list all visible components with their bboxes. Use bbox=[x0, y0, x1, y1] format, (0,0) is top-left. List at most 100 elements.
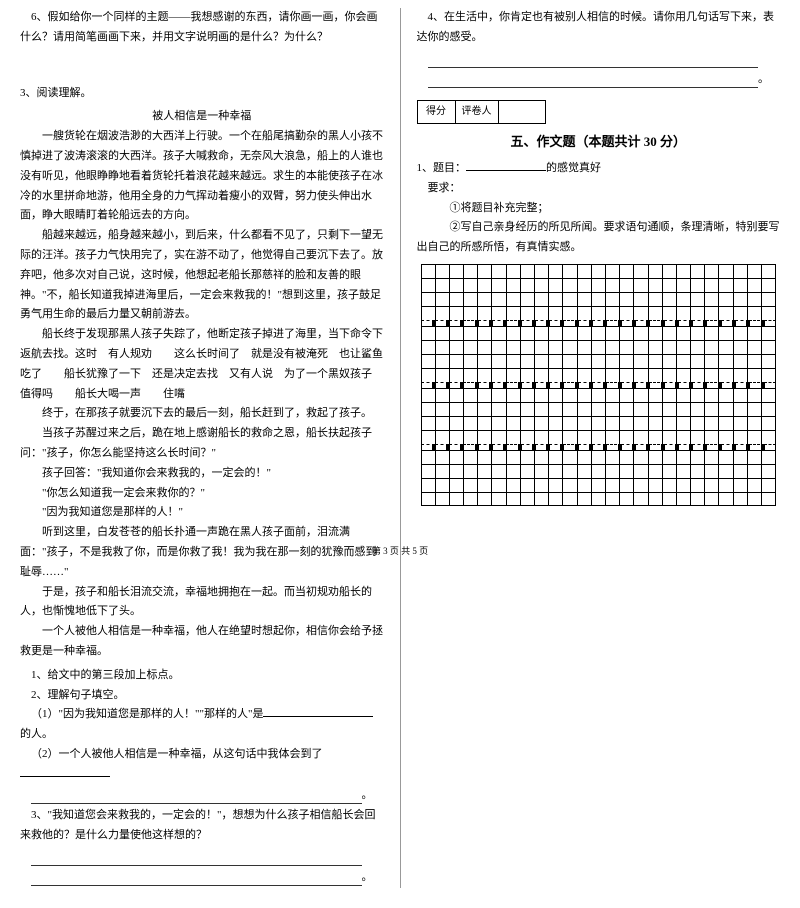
grid-cell[interactable] bbox=[747, 492, 761, 506]
grid-cell[interactable] bbox=[605, 326, 619, 340]
grid-cell[interactable] bbox=[733, 340, 747, 354]
grid-cell[interactable] bbox=[534, 340, 548, 354]
grid-cell[interactable] bbox=[733, 450, 747, 464]
grid-cell[interactable] bbox=[520, 306, 534, 320]
grid-cell[interactable] bbox=[690, 306, 704, 320]
grid-cell[interactable] bbox=[619, 326, 633, 340]
grid-cell[interactable] bbox=[704, 492, 718, 506]
grid-cell[interactable] bbox=[477, 368, 491, 382]
grid-cell[interactable] bbox=[477, 464, 491, 478]
grid-cell[interactable] bbox=[449, 368, 463, 382]
grid-cell[interactable] bbox=[506, 292, 520, 306]
grid-cell[interactable] bbox=[520, 278, 534, 292]
grid-cell[interactable] bbox=[648, 306, 662, 320]
grid-cell[interactable] bbox=[704, 354, 718, 368]
grid-cell[interactable] bbox=[718, 340, 732, 354]
grid-cell[interactable] bbox=[548, 478, 562, 492]
grid-cell[interactable] bbox=[633, 354, 647, 368]
grid-cell[interactable] bbox=[704, 292, 718, 306]
grid-cell[interactable] bbox=[491, 430, 505, 444]
grid-cell[interactable] bbox=[562, 464, 576, 478]
grid-cell[interactable] bbox=[704, 430, 718, 444]
grid-cell[interactable] bbox=[605, 388, 619, 402]
grid-cell[interactable] bbox=[506, 306, 520, 320]
grid-cell[interactable] bbox=[520, 416, 534, 430]
grid-cell[interactable] bbox=[676, 354, 690, 368]
grid-cell[interactable] bbox=[733, 278, 747, 292]
grid-cell[interactable] bbox=[662, 278, 676, 292]
grid-cell[interactable] bbox=[534, 326, 548, 340]
grid-cell[interactable] bbox=[733, 264, 747, 278]
grid-cell[interactable] bbox=[577, 430, 591, 444]
grid-cell[interactable] bbox=[562, 292, 576, 306]
grid-cell[interactable] bbox=[534, 492, 548, 506]
grid-cell[interactable] bbox=[520, 492, 534, 506]
grid-cell[interactable] bbox=[591, 264, 605, 278]
grid-cell[interactable] bbox=[548, 430, 562, 444]
grid-cell[interactable] bbox=[449, 340, 463, 354]
grid-cell[interactable] bbox=[648, 388, 662, 402]
grid-cell[interactable] bbox=[548, 292, 562, 306]
grid-cell[interactable] bbox=[562, 450, 576, 464]
grid-cell[interactable] bbox=[449, 264, 463, 278]
grid-cell[interactable] bbox=[449, 402, 463, 416]
grid-cell[interactable] bbox=[633, 430, 647, 444]
grid-cell[interactable] bbox=[676, 416, 690, 430]
grid-cell[interactable] bbox=[761, 278, 776, 292]
grid-cell[interactable] bbox=[676, 292, 690, 306]
grid-cell[interactable] bbox=[633, 492, 647, 506]
grid-cell[interactable] bbox=[633, 326, 647, 340]
grid-cell[interactable] bbox=[577, 388, 591, 402]
grid-cell[interactable] bbox=[704, 478, 718, 492]
grid-cell[interactable] bbox=[548, 354, 562, 368]
grid-cell[interactable] bbox=[704, 464, 718, 478]
grid-cell[interactable] bbox=[733, 430, 747, 444]
blank-input[interactable] bbox=[20, 776, 110, 777]
blank-input[interactable] bbox=[466, 170, 546, 171]
grid-cell[interactable] bbox=[704, 340, 718, 354]
grid-cell[interactable] bbox=[548, 416, 562, 430]
grid-cell[interactable] bbox=[761, 292, 776, 306]
grid-cell[interactable] bbox=[491, 464, 505, 478]
grid-cell[interactable] bbox=[506, 340, 520, 354]
grid-cell[interactable] bbox=[548, 464, 562, 478]
grid-cell[interactable] bbox=[662, 388, 676, 402]
grid-cell[interactable] bbox=[648, 326, 662, 340]
grid-cell[interactable] bbox=[704, 326, 718, 340]
grid-cell[interactable] bbox=[577, 292, 591, 306]
grid-cell[interactable] bbox=[690, 478, 704, 492]
grid-cell[interactable] bbox=[449, 464, 463, 478]
grid-cell[interactable] bbox=[619, 450, 633, 464]
grid-cell[interactable] bbox=[733, 368, 747, 382]
grid-cell[interactable] bbox=[562, 354, 576, 368]
grid-cell[interactable] bbox=[506, 278, 520, 292]
grid-cell[interactable] bbox=[449, 492, 463, 506]
grid-cell[interactable] bbox=[421, 492, 435, 506]
grid-cell[interactable] bbox=[747, 278, 761, 292]
grid-cell[interactable] bbox=[421, 278, 435, 292]
grid-cell[interactable] bbox=[534, 306, 548, 320]
grid-cell[interactable] bbox=[449, 292, 463, 306]
grid-cell[interactable] bbox=[435, 402, 449, 416]
grid-cell[interactable] bbox=[577, 278, 591, 292]
grid-cell[interactable] bbox=[633, 278, 647, 292]
grid-cell[interactable] bbox=[477, 402, 491, 416]
grid-cell[interactable] bbox=[435, 340, 449, 354]
grid-cell[interactable] bbox=[491, 388, 505, 402]
grid-cell[interactable] bbox=[761, 326, 776, 340]
grid-cell[interactable] bbox=[733, 478, 747, 492]
grid-cell[interactable] bbox=[662, 450, 676, 464]
grid-cell[interactable] bbox=[619, 388, 633, 402]
grid-cell[interactable] bbox=[463, 478, 477, 492]
grid-cell[interactable] bbox=[491, 340, 505, 354]
grid-cell[interactable] bbox=[506, 326, 520, 340]
grid-cell[interactable] bbox=[463, 306, 477, 320]
grid-cell[interactable] bbox=[477, 492, 491, 506]
grid-cell[interactable] bbox=[733, 326, 747, 340]
grid-cell[interactable] bbox=[676, 340, 690, 354]
grid-cell[interactable] bbox=[761, 450, 776, 464]
grid-cell[interactable] bbox=[648, 416, 662, 430]
grid-cell[interactable] bbox=[718, 354, 732, 368]
grid-cell[interactable] bbox=[449, 450, 463, 464]
grid-cell[interactable] bbox=[733, 416, 747, 430]
